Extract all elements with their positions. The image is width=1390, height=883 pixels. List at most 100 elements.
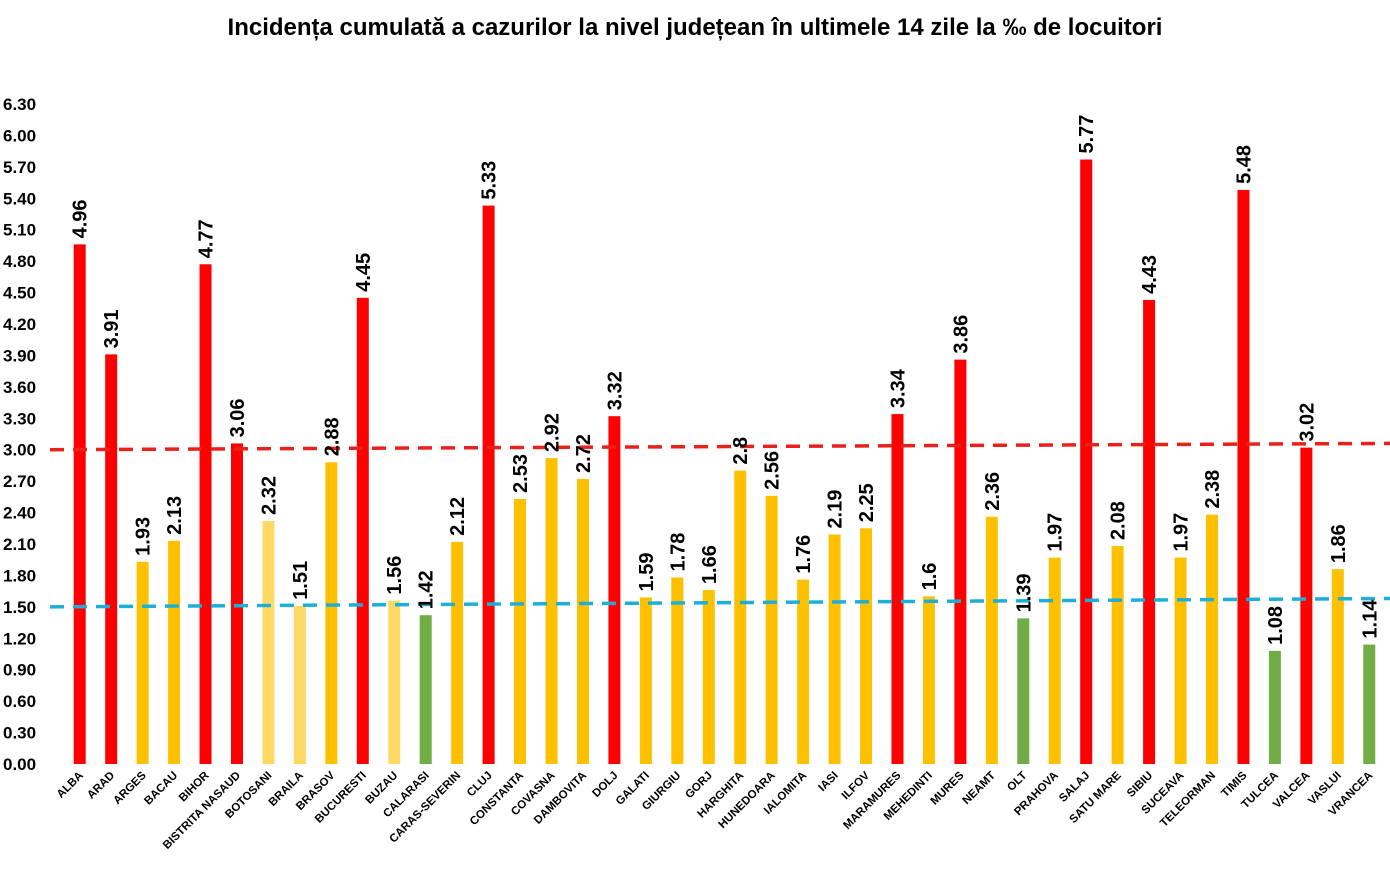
bar bbox=[388, 600, 401, 764]
y-axis: 0.00 0.30 0.60 0.90 1.20 1.50 1.80 2.10 2.40 2.70… bbox=[3, 95, 36, 774]
bar bbox=[1111, 546, 1124, 764]
bar bbox=[1300, 447, 1313, 764]
bar bbox=[1331, 569, 1344, 764]
bar bbox=[451, 541, 464, 764]
data-label: 1.97 bbox=[1045, 513, 1067, 552]
bar bbox=[734, 470, 747, 764]
bar bbox=[545, 458, 558, 764]
data-label: 2.92 bbox=[542, 413, 564, 452]
y-tick-label: 4.80 bbox=[3, 252, 36, 271]
x-tick-label: DOLJ bbox=[590, 770, 620, 800]
bar bbox=[136, 561, 149, 764]
bar bbox=[608, 416, 621, 764]
y-tick-label: 2.70 bbox=[3, 472, 36, 491]
bar bbox=[1080, 159, 1093, 764]
data-label: 2.25 bbox=[856, 483, 878, 522]
data-label: 1.76 bbox=[793, 535, 815, 574]
data-label: 2.38 bbox=[1202, 470, 1224, 509]
bar bbox=[1206, 514, 1219, 764]
data-label: 1.6 bbox=[919, 563, 941, 591]
y-tick-label: 3.00 bbox=[3, 441, 36, 460]
bar bbox=[702, 590, 715, 764]
data-label: 1.97 bbox=[1171, 513, 1193, 552]
x-tick-label: IASI bbox=[816, 770, 840, 794]
bar bbox=[356, 297, 369, 764]
y-tick-label: 1.80 bbox=[3, 566, 36, 585]
data-label: 2.53 bbox=[510, 454, 532, 493]
y-tick-label: 0.90 bbox=[3, 661, 36, 680]
bar bbox=[325, 462, 338, 764]
data-label: 2.13 bbox=[164, 496, 186, 535]
bar bbox=[514, 498, 527, 764]
data-label: 2.19 bbox=[825, 490, 847, 529]
y-tick-label: 6.00 bbox=[3, 126, 36, 145]
bar bbox=[922, 596, 935, 764]
data-label: 1.59 bbox=[636, 552, 658, 591]
y-tick-label: 5.10 bbox=[3, 221, 36, 240]
x-tick-label: MURES bbox=[929, 769, 967, 807]
y-tick-label: 3.30 bbox=[3, 409, 36, 428]
bar bbox=[73, 244, 86, 764]
data-label: 3.02 bbox=[1296, 403, 1318, 442]
data-label: 2.08 bbox=[1108, 501, 1130, 540]
bar bbox=[1237, 189, 1250, 764]
bar bbox=[230, 443, 243, 764]
x-tick-label: BACAU bbox=[142, 770, 180, 808]
data-label: 2.8 bbox=[730, 437, 752, 465]
data-label: 1.08 bbox=[1265, 606, 1287, 645]
data-label: 5.48 bbox=[1233, 145, 1255, 184]
data-label: 3.86 bbox=[950, 315, 972, 354]
bar bbox=[797, 579, 810, 764]
data-labels: 4.96 3.91 1.93 2.13 4.77 3.06 2.32 1.51 2.88 4.45… bbox=[70, 115, 1382, 645]
data-label: 1.86 bbox=[1328, 524, 1350, 563]
y-tick-label: 5.70 bbox=[3, 158, 36, 177]
y-tick-label: 3.90 bbox=[3, 346, 36, 365]
y-tick-label: 2.40 bbox=[3, 504, 36, 523]
y-tick-label: 4.50 bbox=[3, 284, 36, 303]
y-tick-label: 4.20 bbox=[3, 315, 36, 334]
data-label: 2.72 bbox=[573, 434, 595, 473]
y-tick-label: 0.60 bbox=[3, 692, 36, 711]
bar bbox=[671, 577, 684, 764]
bar bbox=[293, 605, 306, 764]
data-label: 2.88 bbox=[321, 417, 343, 456]
data-label: 4.96 bbox=[70, 199, 92, 238]
y-tick-label: 2.10 bbox=[3, 535, 36, 554]
bar bbox=[1143, 299, 1156, 764]
bar bbox=[199, 264, 212, 764]
data-label: 2.12 bbox=[447, 497, 469, 536]
y-tick-label: 6.30 bbox=[3, 95, 36, 114]
x-tick-label: CLUJ bbox=[465, 770, 495, 800]
bar bbox=[168, 540, 181, 764]
data-label: 2.56 bbox=[762, 451, 784, 490]
x-tick-label: ARGES bbox=[111, 769, 149, 807]
bar bbox=[419, 615, 432, 764]
data-label: 3.06 bbox=[227, 398, 249, 437]
x-tick-label: ALBA bbox=[55, 770, 86, 801]
x-tick-label: OLT bbox=[1005, 770, 1029, 794]
data-label: 3.91 bbox=[101, 309, 123, 348]
bar bbox=[262, 520, 275, 764]
bar bbox=[1363, 644, 1376, 764]
y-tick-label: 0.30 bbox=[3, 724, 36, 743]
bar bbox=[765, 495, 778, 764]
data-label: 3.32 bbox=[604, 371, 626, 410]
y-tick-label: 1.50 bbox=[3, 598, 36, 617]
data-label: 4.43 bbox=[1139, 255, 1161, 294]
y-tick-label: 0.00 bbox=[3, 755, 36, 774]
y-tick-label: 5.40 bbox=[3, 189, 36, 208]
x-tick-label: TELEORMAN bbox=[1158, 770, 1218, 830]
data-label: 1.42 bbox=[416, 570, 438, 609]
data-label: 1.66 bbox=[699, 545, 721, 584]
y-tick-label: 1.20 bbox=[3, 629, 36, 648]
bar bbox=[891, 414, 904, 764]
bar bbox=[828, 534, 841, 764]
x-tick-label: TIMIS bbox=[1219, 769, 1249, 799]
y-tick-label: 3.60 bbox=[3, 378, 36, 397]
bar bbox=[1174, 557, 1187, 764]
bar bbox=[482, 205, 495, 765]
chart-title: Incidența cumulată a cazurilor la nivel … bbox=[227, 14, 1163, 41]
bar bbox=[576, 479, 589, 764]
